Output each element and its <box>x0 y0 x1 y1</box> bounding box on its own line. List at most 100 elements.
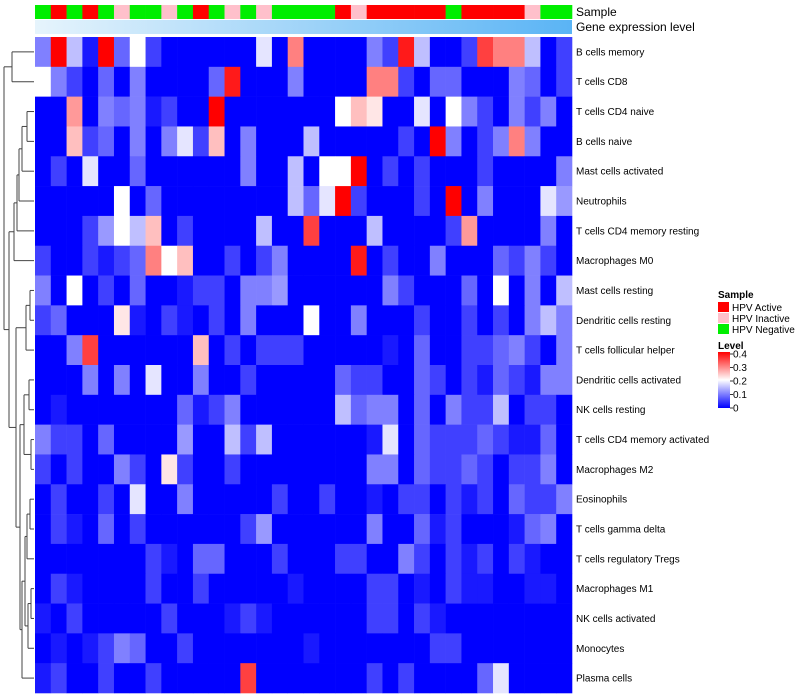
heatmap-cell <box>540 275 557 306</box>
heatmap-cell <box>429 245 446 276</box>
heatmap-cell <box>319 633 336 664</box>
sample-annotation-cell <box>35 5 52 19</box>
row-label: B cells naive <box>576 137 633 148</box>
heatmap-cell <box>429 335 446 366</box>
sample-annotation-cell <box>445 5 462 19</box>
heatmap-cell <box>382 305 399 336</box>
heatmap-cell <box>271 305 289 336</box>
heatmap-cell <box>319 484 336 515</box>
heatmap-cell <box>477 66 494 97</box>
heatmap-cell <box>398 335 415 366</box>
heatmap-cell <box>335 186 352 217</box>
heatmap-cell <box>414 215 431 247</box>
heatmap-cell <box>335 96 352 127</box>
heatmap-cell <box>335 66 352 97</box>
heatmap-cell <box>556 186 573 217</box>
heatmap-cell <box>35 186 52 217</box>
heatmap-cell <box>271 394 289 425</box>
heatmap-cell <box>271 245 289 276</box>
heatmap-cell <box>414 484 431 515</box>
heatmap-cell <box>192 573 210 604</box>
sample-annotation-cell <box>414 5 431 19</box>
heatmap-cell <box>271 186 289 217</box>
heatmap-cell <box>508 543 525 575</box>
heatmap-cell <box>287 126 304 157</box>
heatmap-cell <box>66 573 83 604</box>
heatmap-cell <box>208 543 225 575</box>
heatmap-cell <box>540 156 557 187</box>
heatmap-cell <box>461 663 478 694</box>
heatmap-cell <box>540 365 557 396</box>
heatmap-cell <box>287 365 304 396</box>
heatmap-cell <box>303 365 320 396</box>
heatmap-cell <box>208 365 225 396</box>
heatmap-cell <box>477 305 494 336</box>
heatmap-cell <box>287 275 304 306</box>
heatmap-cell <box>556 245 573 276</box>
heatmap-cell <box>287 514 304 545</box>
heatmap-cell <box>319 186 336 217</box>
heatmap-cell <box>240 305 257 336</box>
heatmap-cell <box>256 186 273 217</box>
heatmap-cell <box>256 484 273 515</box>
heatmap-cell <box>382 484 399 515</box>
heatmap-cell <box>382 156 399 187</box>
heatmap-cell <box>461 215 478 247</box>
heatmap-cell <box>524 96 541 127</box>
heatmap-cell <box>414 37 431 68</box>
heatmap-cell <box>382 335 399 366</box>
heatmap-cell <box>256 365 273 396</box>
heatmap-cell <box>319 514 336 545</box>
heatmap-cell <box>224 335 241 366</box>
heatmap-cell <box>366 424 383 455</box>
heatmap-cell <box>129 37 146 68</box>
heatmap-cell <box>113 215 131 247</box>
heatmap-cell <box>366 663 383 694</box>
heatmap-cell <box>82 186 99 217</box>
heatmap-cell <box>113 484 131 515</box>
heatmap-cell <box>161 514 178 545</box>
heatmap-cell <box>429 633 446 664</box>
heatmap-cell <box>129 633 146 664</box>
heatmap-cell <box>319 663 336 694</box>
heatmap-cell <box>82 543 99 575</box>
heatmap-cell <box>161 603 178 634</box>
heatmap-cell <box>461 66 478 97</box>
heatmap-cell <box>35 454 52 485</box>
heatmap-cell <box>208 126 225 157</box>
heatmap-cell <box>240 365 257 396</box>
heatmap-cell <box>66 66 83 97</box>
heatmap-cell <box>161 37 178 68</box>
heatmap-cell <box>287 66 304 97</box>
heatmap-cell <box>192 484 210 515</box>
heatmap-cell <box>161 484 178 515</box>
heatmap-cell <box>161 365 178 396</box>
row-label: Macrophages M1 <box>576 584 654 595</box>
heatmap-cell <box>303 275 320 306</box>
heatmap-cell <box>335 305 352 336</box>
sample-annotation-cell <box>256 5 273 19</box>
heatmap-cell <box>366 335 383 366</box>
heatmap-cell <box>429 96 446 127</box>
heatmap-cell <box>508 156 525 187</box>
heatmap-cell <box>429 126 446 157</box>
heatmap-cell <box>82 365 99 396</box>
heatmap-cell <box>556 37 573 68</box>
legend-tick-label: 0.3 <box>733 363 747 374</box>
heatmap-cell <box>192 335 210 366</box>
heatmap-cell <box>366 573 383 604</box>
heatmap-cell <box>66 126 83 157</box>
heatmap-cell <box>303 335 320 366</box>
heatmap-cell <box>398 484 415 515</box>
heatmap-cell <box>35 365 52 396</box>
heatmap-cell <box>493 543 510 575</box>
heatmap-cell <box>240 186 257 217</box>
heatmap-cell <box>82 633 99 664</box>
legend-tick-label: 0 <box>733 404 739 415</box>
sample-annotation-cell <box>192 5 210 19</box>
heatmap-cell <box>177 156 194 187</box>
heatmap-cell <box>224 514 241 545</box>
heatmap-cell <box>524 514 541 545</box>
heatmap-cell <box>493 245 510 276</box>
